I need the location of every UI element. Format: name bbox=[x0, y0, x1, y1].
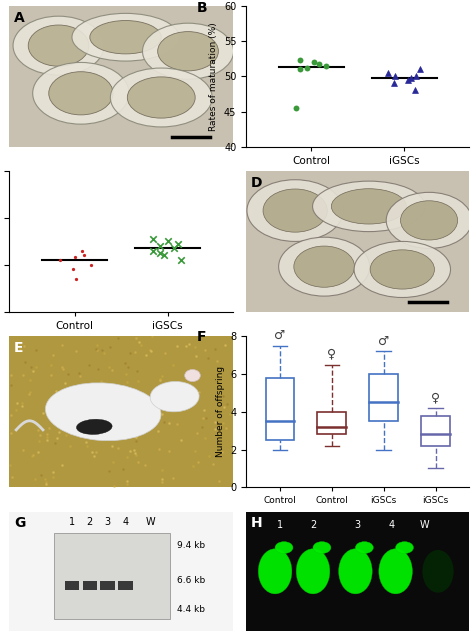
Ellipse shape bbox=[312, 181, 425, 232]
Point bbox=[80, 250, 88, 261]
Ellipse shape bbox=[294, 246, 355, 287]
Point bbox=[149, 246, 157, 256]
Point bbox=[416, 64, 424, 75]
Ellipse shape bbox=[150, 382, 199, 412]
Bar bbox=[421, 415, 450, 446]
Ellipse shape bbox=[279, 237, 370, 296]
Ellipse shape bbox=[386, 192, 472, 248]
Bar bbox=[65, 582, 79, 590]
Point bbox=[322, 61, 330, 71]
Ellipse shape bbox=[356, 541, 374, 554]
Ellipse shape bbox=[76, 419, 112, 434]
Point bbox=[149, 234, 157, 244]
Text: 2: 2 bbox=[310, 520, 316, 531]
Ellipse shape bbox=[263, 189, 328, 232]
Point bbox=[303, 63, 311, 73]
Point bbox=[411, 85, 419, 96]
Point bbox=[164, 236, 172, 247]
Ellipse shape bbox=[313, 541, 331, 554]
Point bbox=[174, 239, 182, 249]
Ellipse shape bbox=[379, 549, 412, 594]
Text: A: A bbox=[14, 11, 25, 25]
Ellipse shape bbox=[422, 550, 454, 592]
Ellipse shape bbox=[339, 549, 372, 594]
Ellipse shape bbox=[331, 189, 406, 224]
Point bbox=[413, 71, 420, 81]
Point bbox=[157, 248, 164, 258]
Point bbox=[391, 71, 398, 82]
Text: 1: 1 bbox=[69, 517, 75, 527]
Text: ♂: ♂ bbox=[274, 329, 285, 342]
Point bbox=[160, 250, 167, 261]
Ellipse shape bbox=[354, 241, 450, 297]
Text: 4: 4 bbox=[388, 520, 394, 531]
Bar bbox=[54, 533, 170, 619]
Ellipse shape bbox=[110, 68, 212, 127]
Ellipse shape bbox=[33, 62, 129, 124]
Text: 4.4 kb: 4.4 kb bbox=[177, 605, 205, 614]
Text: E: E bbox=[14, 341, 23, 355]
Ellipse shape bbox=[370, 250, 435, 289]
Text: 3: 3 bbox=[105, 517, 111, 527]
Ellipse shape bbox=[396, 541, 413, 554]
Point bbox=[390, 78, 397, 89]
Ellipse shape bbox=[401, 201, 458, 240]
Point bbox=[404, 75, 411, 85]
Text: D: D bbox=[251, 176, 262, 190]
Bar bbox=[100, 582, 115, 590]
Point bbox=[292, 103, 300, 113]
Point bbox=[156, 241, 164, 251]
Text: W: W bbox=[145, 517, 155, 527]
Ellipse shape bbox=[275, 541, 293, 554]
Point bbox=[384, 68, 392, 78]
Ellipse shape bbox=[296, 549, 330, 594]
Text: ♀: ♀ bbox=[431, 391, 440, 404]
Text: G: G bbox=[14, 515, 25, 529]
Bar bbox=[318, 412, 346, 434]
Text: W: W bbox=[420, 520, 429, 531]
Text: 4: 4 bbox=[122, 517, 128, 527]
Text: 1: 1 bbox=[276, 520, 283, 531]
Text: 6.6 kb: 6.6 kb bbox=[177, 576, 205, 585]
Text: B: B bbox=[197, 1, 208, 15]
Point bbox=[170, 243, 177, 253]
Bar bbox=[369, 374, 398, 421]
Text: 3: 3 bbox=[355, 520, 361, 531]
Point bbox=[71, 252, 78, 262]
Ellipse shape bbox=[158, 32, 219, 71]
Ellipse shape bbox=[258, 549, 292, 594]
Ellipse shape bbox=[143, 23, 234, 79]
Text: 9.4 kb: 9.4 kb bbox=[177, 541, 205, 550]
Point bbox=[56, 255, 64, 265]
Point bbox=[310, 57, 318, 68]
Bar bbox=[118, 582, 133, 590]
Ellipse shape bbox=[46, 383, 161, 441]
Ellipse shape bbox=[90, 20, 161, 54]
Point bbox=[72, 274, 80, 284]
Ellipse shape bbox=[247, 180, 343, 241]
Point bbox=[315, 59, 323, 69]
Bar bbox=[82, 582, 97, 590]
Ellipse shape bbox=[13, 16, 104, 75]
Text: F: F bbox=[197, 330, 207, 344]
Ellipse shape bbox=[49, 72, 113, 115]
Ellipse shape bbox=[185, 369, 201, 382]
Ellipse shape bbox=[28, 25, 89, 66]
Point bbox=[78, 246, 86, 256]
Point bbox=[69, 264, 76, 275]
Ellipse shape bbox=[128, 77, 195, 118]
Y-axis label: Number of offspring: Number of offspring bbox=[216, 366, 225, 457]
Bar bbox=[265, 378, 294, 440]
Text: 2: 2 bbox=[87, 517, 93, 527]
Y-axis label: Rates of maturation (%): Rates of maturation (%) bbox=[210, 22, 219, 131]
Text: ♂: ♂ bbox=[378, 334, 389, 348]
Point bbox=[177, 255, 185, 265]
Point bbox=[296, 64, 303, 75]
Point bbox=[407, 73, 415, 83]
Text: ♀: ♀ bbox=[327, 348, 336, 361]
Ellipse shape bbox=[72, 13, 179, 61]
Text: H: H bbox=[251, 515, 262, 529]
Point bbox=[87, 260, 94, 270]
Point bbox=[296, 55, 303, 66]
